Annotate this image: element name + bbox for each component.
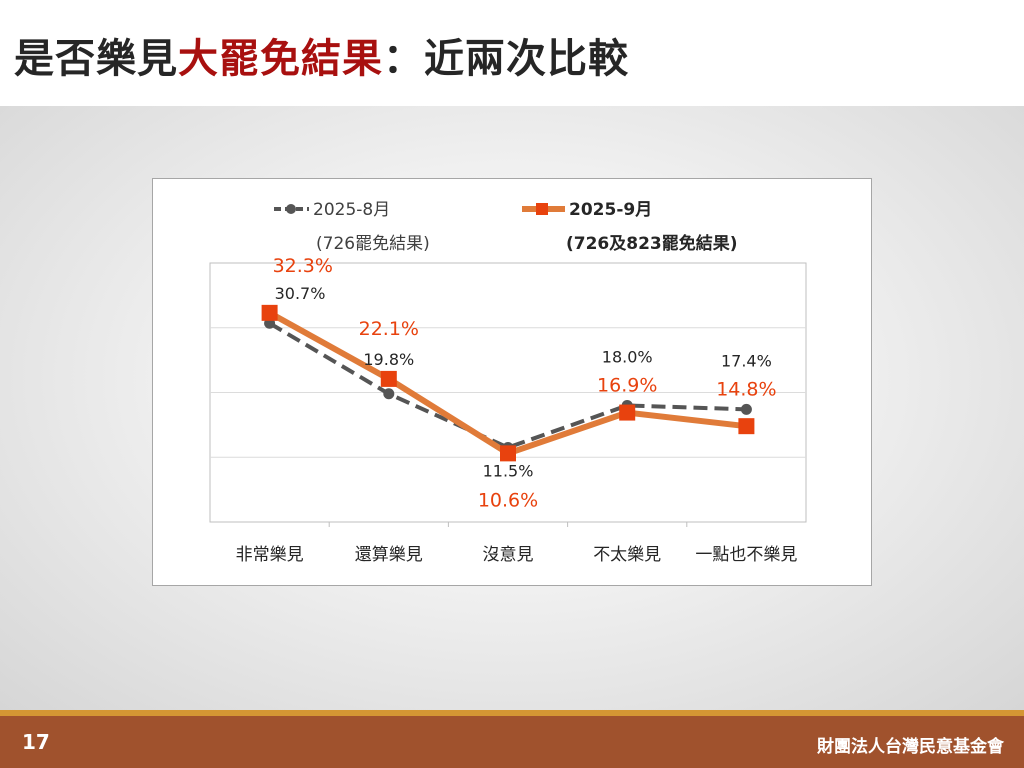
line-chart: 2025-8月 (726罷免結果) 2025-9月 (726及823罷免結果) …: [152, 178, 872, 586]
aug-data-label: 30.7%: [275, 284, 326, 303]
x-tick-label: 不太樂見: [593, 545, 661, 565]
sep-data-label: 32.3%: [273, 255, 333, 277]
legend-sep-name: 2025-9月: [569, 200, 652, 220]
sep-point: [500, 445, 516, 462]
data-labels: 30.7% 32.3% 19.8% 22.1% 11.5% 10.6% 18.0% 16.9%…: [273, 255, 777, 512]
aug-point: [383, 388, 395, 400]
x-tick-label: 沒意見: [483, 545, 534, 565]
slide-title: 是否樂見大罷免結果：近兩次比較: [14, 26, 629, 86]
legend-sep-marker: [536, 203, 548, 215]
sep-point: [261, 304, 278, 321]
sep-point: [738, 418, 755, 435]
sep-point: [380, 370, 397, 387]
series-sep-line: [268, 310, 747, 457]
sep-point: [619, 404, 636, 421]
x-tick-label: 一點也不樂見: [695, 545, 797, 565]
organization-name: 財團法人台灣民意基金會: [817, 737, 1004, 757]
sep-data-label: 10.6%: [478, 489, 538, 511]
chart-legend: 2025-8月 (726罷免結果) 2025-9月 (726及823罷免結果): [274, 200, 738, 254]
x-tick-label: 非常樂見: [236, 545, 304, 565]
x-axis-tick-labels: 非常樂見 還算樂見 沒意見 不太樂見 一點也不樂見: [236, 545, 798, 565]
aug-data-label: 17.4%: [721, 351, 772, 370]
legend-sep-subtitle: (726及823罷免結果): [566, 233, 738, 254]
title-part2: ：近兩次比較: [383, 36, 629, 82]
aug-point: [740, 403, 752, 415]
sep-data-label: 14.8%: [716, 378, 776, 400]
footer-accent-band: [0, 710, 1024, 716]
sep-data-label: 16.9%: [597, 374, 657, 396]
footer-bar: 17 財團法人台灣民意基金會: [0, 716, 1024, 768]
series-sep: [261, 304, 755, 462]
sep-data-label: 22.1%: [359, 318, 419, 340]
chart-svg: 2025-8月 (726罷免結果) 2025-9月 (726及823罷免結果) …: [209, 200, 807, 565]
series-aug: [264, 317, 752, 454]
title-part1: 是否樂見: [14, 36, 178, 82]
x-tick-label: 還算樂見: [355, 545, 423, 565]
series-aug-line: [268, 321, 747, 450]
legend-aug-subtitle: (726罷免結果): [316, 234, 430, 254]
page-number: 17: [22, 730, 50, 754]
title-highlight: 大罷免結果: [178, 36, 383, 82]
aug-data-label: 19.8%: [363, 350, 414, 369]
legend-aug-name: 2025-8月: [313, 200, 390, 220]
legend-aug-marker: [286, 204, 296, 214]
aug-data-label: 11.5%: [483, 462, 534, 481]
aug-data-label: 18.0%: [602, 347, 653, 366]
